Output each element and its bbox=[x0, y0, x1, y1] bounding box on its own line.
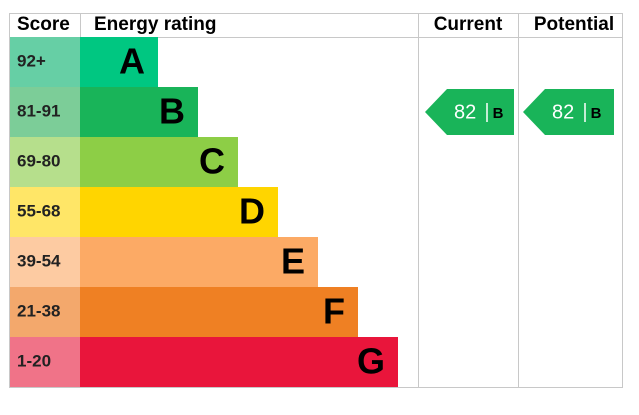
band-letter: D bbox=[239, 191, 265, 232]
header-rating: Energy rating bbox=[94, 14, 216, 35]
band-bar bbox=[80, 287, 358, 337]
header-current: Current bbox=[434, 14, 503, 35]
table-frame bbox=[9, 13, 623, 388]
band-letter: A bbox=[119, 41, 145, 82]
score-cell bbox=[10, 237, 80, 287]
score-cell bbox=[10, 37, 80, 87]
band-letter: E bbox=[281, 241, 305, 282]
score-cell bbox=[10, 137, 80, 187]
band-range: 21-38 bbox=[17, 301, 60, 320]
band-bar bbox=[80, 87, 198, 137]
band-letter: F bbox=[323, 291, 345, 332]
band-range: 55-68 bbox=[17, 201, 60, 220]
potential-score: 82 bbox=[552, 101, 574, 123]
score-cell bbox=[10, 187, 80, 237]
current-arrow bbox=[425, 89, 514, 135]
current-letter: B bbox=[493, 105, 504, 122]
band-bar bbox=[80, 137, 238, 187]
score-cell bbox=[10, 337, 80, 387]
band-bar bbox=[80, 37, 158, 87]
header-score: Score bbox=[17, 14, 70, 35]
score-cell bbox=[10, 287, 80, 337]
potential-letter: B bbox=[591, 105, 602, 122]
band-range: 1-20 bbox=[17, 351, 51, 370]
band-range: 81-91 bbox=[17, 101, 60, 120]
band-range: 39-54 bbox=[17, 251, 61, 270]
band-letter: G bbox=[357, 341, 385, 382]
current-score: 82 bbox=[454, 101, 476, 123]
potential-arrow bbox=[523, 89, 614, 135]
band-bar bbox=[80, 237, 318, 287]
band-bar bbox=[80, 187, 278, 237]
score-cell bbox=[10, 87, 80, 137]
band-letter: B bbox=[159, 91, 185, 132]
band-range: 92+ bbox=[17, 51, 46, 70]
band-range: 69-80 bbox=[17, 151, 60, 170]
band-letter: C bbox=[199, 141, 225, 182]
band-bar bbox=[80, 337, 398, 387]
header-potential: Potential bbox=[534, 14, 614, 35]
